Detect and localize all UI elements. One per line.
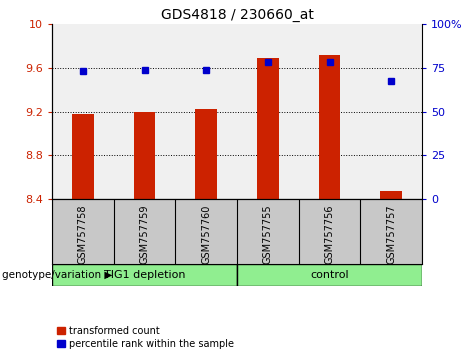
Bar xyxy=(72,114,94,199)
Text: GSM757755: GSM757755 xyxy=(263,204,273,264)
Text: GSM757757: GSM757757 xyxy=(386,204,396,264)
Text: TIG1 depletion: TIG1 depletion xyxy=(104,270,185,280)
Bar xyxy=(195,109,217,199)
Legend: transformed count, percentile rank within the sample: transformed count, percentile rank withi… xyxy=(57,326,234,349)
Title: GDS4818 / 230660_at: GDS4818 / 230660_at xyxy=(160,7,313,22)
Bar xyxy=(319,55,340,199)
Bar xyxy=(52,264,237,286)
Text: GSM757759: GSM757759 xyxy=(140,204,149,264)
Bar xyxy=(257,58,278,199)
Text: genotype/variation ▶: genotype/variation ▶ xyxy=(2,270,112,280)
Bar xyxy=(237,264,422,286)
Text: GSM757760: GSM757760 xyxy=(201,204,211,264)
Bar xyxy=(134,112,155,199)
Text: control: control xyxy=(310,270,349,280)
Text: GSM757756: GSM757756 xyxy=(325,204,335,264)
Text: GSM757758: GSM757758 xyxy=(78,204,88,264)
Bar xyxy=(380,192,402,199)
